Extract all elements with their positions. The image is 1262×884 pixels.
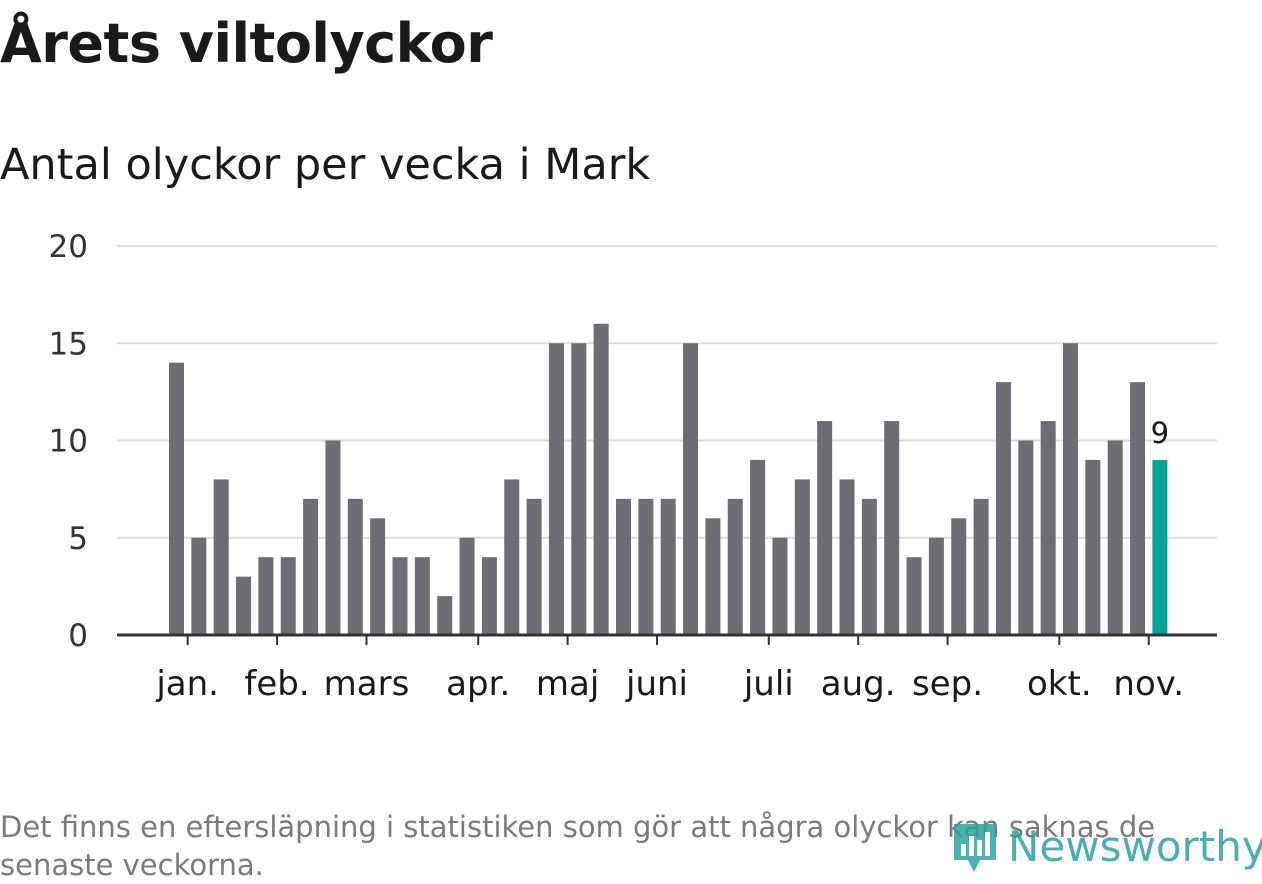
- bar: [191, 537, 207, 635]
- bar: [660, 498, 676, 635]
- bar: [459, 537, 475, 635]
- bar: [928, 537, 944, 635]
- bar: [325, 440, 341, 635]
- bar: [906, 557, 922, 635]
- x-tick-label: nov.: [1113, 664, 1184, 704]
- y-tick-label: 10: [49, 424, 88, 460]
- x-tick-label: sep.: [912, 664, 983, 704]
- bar: [638, 498, 654, 635]
- x-tick-label: mars: [324, 664, 410, 704]
- bar: [683, 343, 699, 635]
- bar: [481, 557, 497, 635]
- x-tick-label: maj: [536, 664, 599, 704]
- bar: [1018, 440, 1034, 635]
- y-tick-label: 15: [49, 326, 88, 362]
- bar: [727, 498, 743, 635]
- bar: [548, 343, 564, 635]
- bar: [1063, 343, 1078, 635]
- bar: [772, 537, 788, 635]
- newsworthy-logo: Newsworthy: [950, 818, 1262, 874]
- bar: [236, 576, 252, 635]
- bar: [213, 479, 229, 635]
- bar: [392, 557, 408, 635]
- bar: [370, 518, 386, 635]
- bar: [973, 498, 989, 635]
- bar: [593, 323, 609, 635]
- bar: [1107, 440, 1123, 635]
- bar: [1130, 382, 1146, 635]
- x-tick-label: juli: [743, 664, 794, 704]
- logo-text: Newsworthy: [1008, 821, 1262, 871]
- bar: [839, 479, 855, 635]
- bar: [169, 362, 184, 635]
- bar: [258, 557, 274, 635]
- chart-title: Årets viltolyckor: [0, 12, 493, 75]
- bar-highlighted: [1152, 459, 1168, 635]
- bar: [794, 479, 810, 635]
- bar: [504, 479, 520, 635]
- bar: [705, 518, 721, 635]
- highlight-value-label: 9: [1151, 416, 1169, 450]
- x-tick-label: jan.: [155, 664, 219, 704]
- bar: [884, 421, 900, 635]
- bar: [951, 518, 967, 635]
- logo-icon: [954, 824, 996, 872]
- bar: [571, 343, 587, 635]
- bar: [861, 498, 877, 635]
- chart-subtitle: Antal olyckor per vecka i Mark: [0, 140, 651, 190]
- bar: [817, 421, 833, 635]
- y-axis-labels: 0 5 10 15 20: [49, 229, 88, 654]
- x-tick-label: juni: [625, 664, 688, 704]
- bar: [1040, 421, 1056, 635]
- bars: [169, 323, 1168, 635]
- bar: [526, 498, 542, 635]
- y-tick-label: 0: [68, 618, 88, 654]
- bar: [280, 557, 296, 635]
- y-tick-label: 5: [68, 521, 88, 557]
- x-axis: [117, 633, 1217, 645]
- x-tick-label: okt.: [1027, 664, 1092, 704]
- bar: [616, 498, 631, 635]
- y-tick-label: 20: [49, 229, 88, 265]
- x-tick-label: aug.: [821, 664, 896, 704]
- bar: [1085, 459, 1101, 635]
- x-tick-label: feb.: [244, 664, 309, 704]
- bar: [995, 382, 1011, 635]
- bar-chart: 0 5 10 15 20 jan. feb. mars apr. maj juni juli aug.…: [49, 229, 1217, 704]
- bar: [347, 498, 363, 635]
- bar: [303, 498, 319, 635]
- bar: [414, 557, 430, 635]
- bar: [437, 596, 453, 635]
- bar: [750, 459, 766, 635]
- x-axis-labels: jan. feb. mars apr. maj juni juli aug. sep. okt. n…: [155, 664, 1184, 704]
- annotations: 9: [1151, 416, 1169, 450]
- x-tick-label: apr.: [446, 664, 510, 704]
